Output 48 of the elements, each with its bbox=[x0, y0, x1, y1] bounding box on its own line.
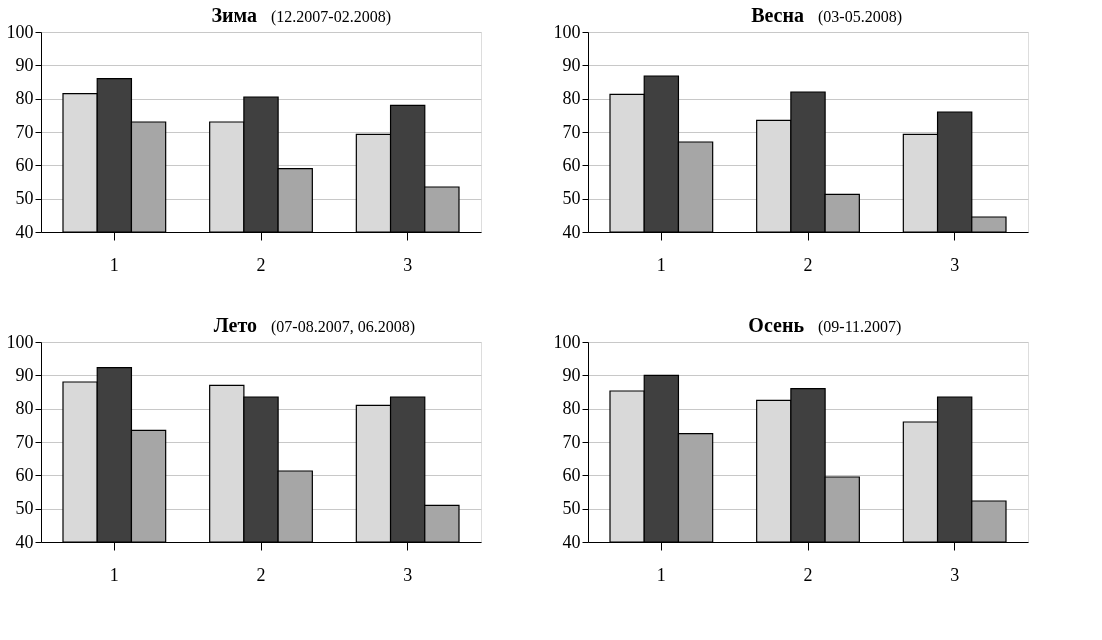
y-tick-label: 90 bbox=[15, 54, 34, 75]
y-tick-label: 90 bbox=[562, 54, 581, 75]
y-tick-label: 60 bbox=[15, 154, 34, 175]
y-tick-label: 60 bbox=[562, 154, 581, 175]
x-tick-label: 1 bbox=[656, 254, 666, 275]
y-tick-label: 50 bbox=[562, 188, 581, 209]
y-tick-label: 60 bbox=[15, 464, 34, 485]
y-tick-label: 80 bbox=[562, 398, 581, 419]
x-tick-label: 2 bbox=[256, 254, 266, 275]
chart-title: Весна bbox=[751, 4, 804, 26]
y-tick-label: 100 bbox=[553, 331, 581, 352]
y-tick-label: 50 bbox=[15, 498, 34, 519]
y-tick-label: 90 bbox=[15, 364, 34, 385]
chart-title: Лето bbox=[213, 314, 257, 336]
y-tick-label: 40 bbox=[562, 221, 581, 242]
x-tick-label: 2 bbox=[803, 564, 813, 585]
x-tick-label: 3 bbox=[403, 254, 413, 275]
y-tick-label: 80 bbox=[562, 88, 581, 109]
y-tick-label: 100 bbox=[6, 21, 34, 42]
y-tick-label: 40 bbox=[15, 531, 34, 552]
x-tick-label: 3 bbox=[403, 564, 413, 585]
y-tick-label: 60 bbox=[562, 464, 581, 485]
y-tick-label: 100 bbox=[553, 21, 581, 42]
y-tick-label: 70 bbox=[562, 121, 581, 142]
y-tick-label: 50 bbox=[562, 498, 581, 519]
chart-subtitle: (09-11.2007) bbox=[818, 318, 902, 336]
y-tick-label: 50 bbox=[15, 188, 34, 209]
y-tick-label: 100 bbox=[6, 331, 34, 352]
x-tick-label: 2 bbox=[256, 564, 266, 585]
y-tick-label: 40 bbox=[562, 531, 581, 552]
x-tick-label: 2 bbox=[803, 254, 813, 275]
y-tick-label: 90 bbox=[562, 364, 581, 385]
chart-subtitle: (12.2007-02.2008) bbox=[271, 8, 391, 26]
chart-subtitle: (03-05.2008) bbox=[818, 8, 902, 26]
chart-title: Зима bbox=[211, 4, 257, 26]
x-tick-label: 1 bbox=[656, 564, 666, 585]
chart-title: Осень bbox=[748, 314, 805, 336]
y-tick-label: 70 bbox=[15, 431, 34, 452]
y-tick-label: 80 bbox=[15, 88, 34, 109]
y-tick-label: 70 bbox=[15, 121, 34, 142]
x-tick-label: 1 bbox=[109, 254, 119, 275]
x-tick-label: 3 bbox=[950, 254, 960, 275]
x-tick-label: 3 bbox=[950, 564, 960, 585]
y-tick-label: 40 bbox=[15, 221, 34, 242]
x-tick-label: 1 bbox=[109, 564, 119, 585]
y-tick-label: 70 bbox=[562, 431, 581, 452]
y-tick-label: 80 bbox=[15, 398, 34, 419]
chart-subtitle: (07-08.2007, 06.2008) bbox=[271, 318, 415, 336]
